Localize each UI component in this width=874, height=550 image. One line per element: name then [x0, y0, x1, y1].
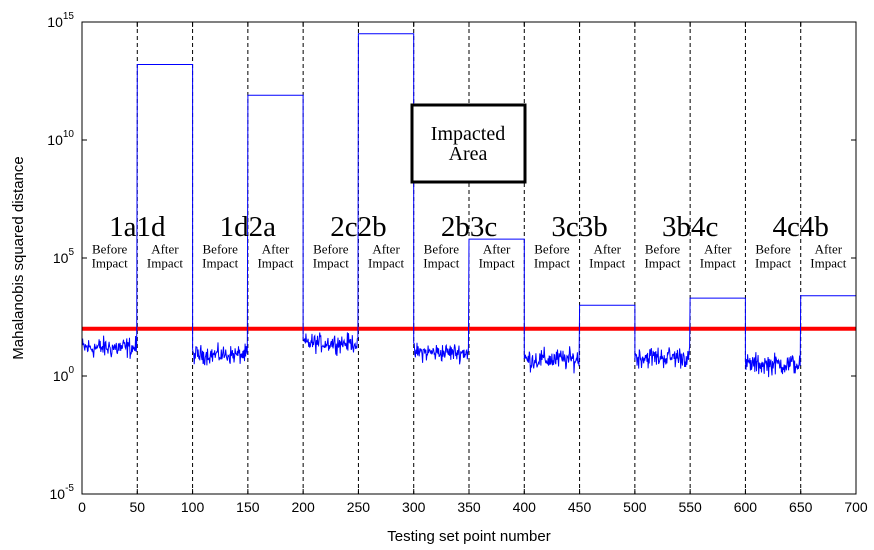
group-label: 1d2a [220, 211, 277, 243]
x-tick-label: 100 [181, 499, 205, 515]
x-tick-label: 0 [78, 499, 86, 515]
after-impact-label: After Impact [810, 241, 846, 270]
x-tick-label: 300 [402, 499, 426, 515]
group-label: 1a1d [109, 211, 166, 243]
y-axis-ticks: 10-5 100 105 1010 1015 [47, 11, 856, 502]
y-tick-label: 1010 [47, 129, 74, 148]
impacted-area-box: Impacted Area [410, 103, 527, 184]
x-tick-label: 600 [734, 499, 758, 515]
y-tick-label: 10-5 [50, 483, 75, 502]
group-label: 2c2b [330, 211, 386, 243]
after-impact-label: After Impact [479, 241, 515, 270]
before-impact-label: Before Impact [534, 241, 570, 270]
group-labels: 1a1d 1d2a 2c2b 2b3c 3c3b 3b4c 4c4b [109, 211, 829, 243]
group-label: 3b4c [662, 211, 718, 243]
before-impact-label: Before Impact [755, 241, 791, 270]
y-tick-label: 100 [53, 365, 75, 384]
group-label: 4c4b [773, 211, 829, 243]
x-axis-title: Testing set point number [387, 528, 550, 545]
y-tick-label: 105 [53, 247, 75, 266]
x-tick-label: 550 [678, 499, 702, 515]
after-impact-label: After Impact [368, 241, 404, 270]
annotation-box [410, 103, 527, 184]
x-tick-label: 500 [623, 499, 647, 515]
before-impact-label: Before Impact [313, 241, 349, 270]
x-tick-label: 50 [129, 499, 145, 515]
y-axis-title: Mahalanobis squared distance [10, 156, 27, 359]
x-tick-label: 650 [789, 499, 813, 515]
x-axis-ticks: 0 50 100 150 200 250 300 350 400 450 500 550 600 650 7… [78, 22, 868, 515]
x-tick-label: 350 [457, 499, 481, 515]
x-tick-label: 250 [347, 499, 371, 515]
group-label: 3c3b [551, 211, 607, 243]
x-tick-label: 200 [291, 499, 315, 515]
group-label: 2b3c [441, 211, 497, 243]
after-impact-label: After Impact [147, 241, 183, 270]
before-impact-label: Before Impact [202, 241, 238, 270]
before-impact-label: Before Impact [92, 241, 128, 270]
series-polyline [81, 33, 856, 378]
y-tick-label: 1015 [47, 11, 74, 30]
before-impact-label: Before Impact [644, 241, 680, 270]
before-impact-label: Before Impact [423, 241, 459, 270]
x-tick-label: 400 [513, 499, 537, 515]
after-impact-label: After Impact [257, 241, 293, 270]
series-line [81, 33, 856, 378]
x-tick-label: 150 [236, 499, 260, 515]
x-tick-label: 700 [844, 499, 868, 515]
after-impact-label: After Impact [589, 241, 625, 270]
annotation-text: Impacted Area [431, 123, 505, 165]
x-tick-label: 450 [568, 499, 592, 515]
after-impact-label: After Impact [700, 241, 736, 270]
before-after-labels: Before Impact After Impact Before Impact After… [92, 241, 847, 270]
